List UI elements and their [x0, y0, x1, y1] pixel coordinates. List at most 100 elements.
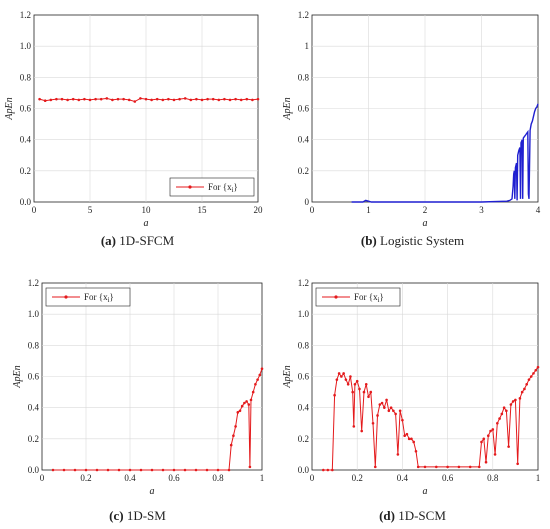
data-point [407, 437, 411, 441]
x-tick-label: 1 [366, 205, 371, 215]
data-point [489, 429, 492, 433]
data-point [335, 378, 339, 381]
data-point [468, 465, 472, 469]
data-point [172, 468, 176, 472]
data-point [383, 406, 386, 409]
x-tick-label: 0.8 [212, 473, 224, 483]
data-point [223, 97, 226, 101]
data-point [534, 368, 538, 372]
data-point [88, 98, 92, 102]
data-point [256, 378, 259, 381]
data-point [245, 97, 249, 101]
data-point [340, 375, 343, 378]
data-point [183, 97, 187, 100]
data-point [71, 97, 75, 101]
x-tick-label: 4 [536, 205, 541, 215]
data-point [216, 468, 220, 472]
data-point [178, 97, 181, 101]
data-point [127, 98, 131, 102]
data-point [217, 98, 221, 102]
y-tick-label: 0.0 [28, 465, 40, 475]
x-tick-label: 0 [40, 473, 45, 483]
data-point [99, 97, 103, 101]
data-point [523, 387, 526, 391]
data-point [331, 468, 334, 472]
data-point [337, 372, 341, 375]
data-point [516, 462, 519, 466]
data-point [380, 401, 384, 405]
data-point [351, 390, 354, 394]
data-point [122, 97, 125, 101]
x-tick-label: 1 [536, 473, 541, 483]
data-point [536, 365, 540, 369]
y-tick-label: 1.2 [20, 10, 31, 20]
y-tick-label: 0.4 [28, 403, 40, 413]
caption-b: (b) Logistic System [275, 233, 550, 249]
x-tick-label: 10 [142, 205, 152, 215]
data-point [410, 437, 413, 441]
x-axis-label: a [150, 486, 155, 497]
y-tick-label: 0.8 [298, 72, 310, 82]
data-point [150, 468, 154, 472]
series-line [39, 97, 259, 103]
legend-marker [188, 185, 192, 189]
data-point [245, 400, 248, 403]
data-point [111, 98, 114, 102]
data-point [405, 432, 409, 436]
data-point [412, 440, 416, 444]
x-tick-label: 15 [198, 205, 208, 215]
data-point [77, 98, 81, 102]
data-point [446, 465, 449, 469]
data-point [322, 468, 325, 472]
data-point [116, 97, 120, 101]
data-point [251, 98, 254, 102]
x-tick-label: 0.4 [397, 473, 409, 483]
data-point [505, 409, 508, 413]
data-point [520, 390, 524, 394]
data-point [349, 375, 352, 378]
data-point [55, 97, 58, 101]
chart-a: 0 5 10 15 20 0.0 0.2 0.4 0.6 0.8 1.0 1.2 a ApEn For {x… [4, 10, 263, 229]
data-point [355, 379, 359, 383]
x-axis-label: a [144, 218, 149, 229]
legend: For {xi} [315, 287, 401, 307]
data-point [183, 468, 187, 472]
legend: For {xi} [169, 177, 255, 197]
data-point [398, 409, 402, 413]
data-point [161, 98, 165, 102]
y-tick-label: 0.8 [298, 340, 310, 350]
data-point [211, 97, 215, 101]
data-point [435, 465, 438, 469]
y-axis-label: ApEn [12, 365, 23, 388]
y-axis-label: ApEn [282, 365, 293, 388]
legend: For {xi} [45, 287, 131, 307]
data-point [247, 403, 251, 406]
series-line [351, 103, 539, 203]
x-tick-label: 5 [88, 205, 93, 215]
y-tick-label: 1.0 [20, 41, 32, 51]
data-point [106, 468, 110, 472]
data-point [480, 440, 483, 444]
y-tick-label: 0.4 [298, 135, 310, 145]
data-point [326, 468, 330, 472]
data-point [49, 98, 53, 102]
x-axis-label: a [423, 218, 428, 229]
data-point [234, 97, 237, 101]
data-point [518, 397, 522, 400]
data-point [403, 434, 406, 438]
data-point [200, 98, 204, 102]
data-point [396, 453, 400, 456]
y-tick-label: 0.0 [298, 465, 310, 475]
data-point [498, 417, 501, 420]
y-tick-label: 0.6 [298, 372, 310, 382]
data-point [139, 468, 143, 472]
data-point [243, 401, 246, 405]
data-point [493, 453, 497, 456]
data-point [38, 97, 41, 101]
data-point [401, 418, 404, 422]
data-point [256, 97, 260, 101]
y-tick-label: 0.8 [28, 340, 40, 350]
data-point [66, 98, 69, 102]
series-line [323, 366, 539, 471]
caption-d: (d) 1D-SCM [275, 508, 550, 524]
